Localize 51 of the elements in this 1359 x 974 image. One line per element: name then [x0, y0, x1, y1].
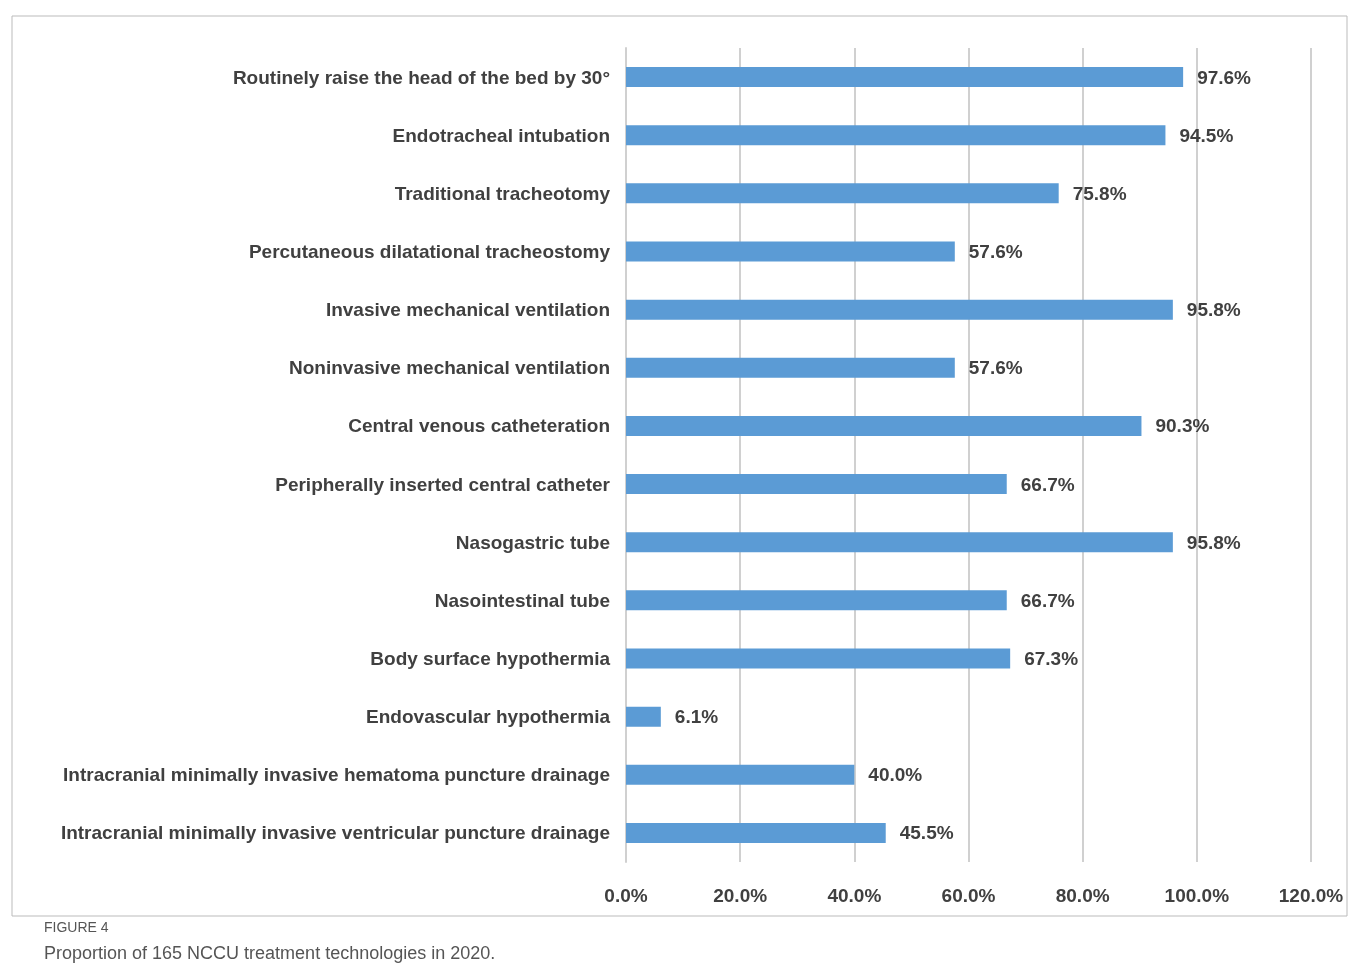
- data-label: 95.8%: [1186, 531, 1241, 553]
- bar: [626, 125, 1166, 146]
- data-label: 90.3%: [1155, 415, 1210, 437]
- bar: [626, 183, 1059, 204]
- data-label: 97.6%: [1197, 66, 1252, 88]
- bar: [626, 706, 661, 727]
- bar: [626, 590, 1007, 611]
- x-tick-label: 120.0%: [1278, 885, 1344, 906]
- y-tick-label: Peripherally inserted central catheter: [275, 473, 611, 495]
- x-tick-label: 40.0%: [827, 885, 882, 906]
- data-label: 94.5%: [1179, 124, 1234, 146]
- data-label: 95.8%: [1186, 299, 1241, 321]
- data-label: 66.7%: [1020, 473, 1075, 495]
- y-tick-label: Endotracheal intubation: [392, 124, 610, 146]
- y-tick-label: Intracranial minimally invasive ventricular puncture drainage: [60, 822, 610, 844]
- y-tick-label: Central venous catheteration: [348, 415, 610, 437]
- data-label: 66.7%: [1020, 589, 1075, 611]
- y-tick-label: Percutaneous dilatational tracheostomy: [248, 241, 611, 262]
- bar: [626, 474, 1007, 495]
- data-label: 57.6%: [968, 357, 1023, 379]
- bar: [626, 241, 955, 262]
- y-tick-label: Endovascular hypothermia: [366, 706, 611, 728]
- y-tick-label: Traditional tracheotomy: [394, 182, 611, 204]
- x-tick-label: 60.0%: [941, 885, 996, 906]
- data-label: 67.3%: [1024, 648, 1079, 669]
- y-tick-label: Noninvasive mechanical ventilation: [289, 357, 610, 379]
- caption: FIGURE 4: [44, 919, 109, 935]
- bar: [626, 822, 886, 843]
- x-tick-label: 20.0%: [713, 885, 768, 906]
- data-label: 57.6%: [968, 241, 1023, 262]
- y-tick-label: Invasive mechanical ventilation: [325, 299, 610, 321]
- x-tick-label: 0.0%: [604, 885, 648, 906]
- x-tick-label: 100.0%: [1164, 885, 1230, 906]
- data-label: 40.0%: [868, 764, 923, 786]
- data-label: 6.1%: [674, 706, 719, 728]
- data-label: 45.5%: [899, 822, 954, 844]
- bar: [626, 648, 1011, 669]
- y-tick-label: Body surface hypothermia: [370, 648, 611, 669]
- y-tick-label: Intracranial minimally invasive hematoma puncture drainage: [63, 764, 610, 786]
- bar: [626, 532, 1173, 553]
- text: Proportion of 165 NCCU treatment technologies in 2020.: [44, 943, 496, 963]
- bar: [626, 299, 1173, 320]
- y-tick-label: Nasointestinal tube: [434, 589, 610, 611]
- bar: [626, 357, 955, 378]
- bar: [626, 764, 855, 785]
- bar: [626, 67, 1184, 88]
- data-label: 75.8%: [1072, 182, 1127, 204]
- bar: [626, 415, 1142, 436]
- x-tick-label: 80.0%: [1055, 885, 1110, 906]
- y-tick-label: Nasogastric tube: [455, 531, 610, 553]
- y-tick-label: Routinely raise the head of the bed by 30°: [232, 66, 610, 88]
